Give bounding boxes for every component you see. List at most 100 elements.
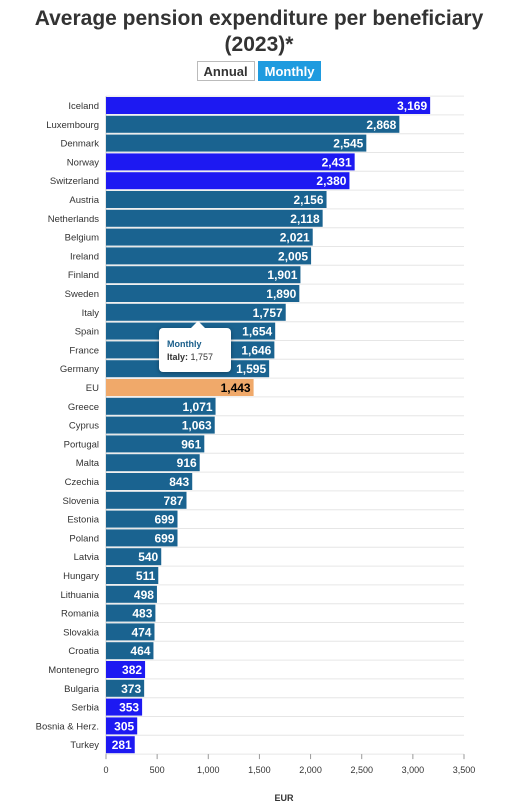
value-label: 916: [177, 456, 197, 470]
bar: [106, 585, 157, 603]
value-label: 353: [119, 701, 139, 715]
bar: [106, 115, 400, 133]
category-label: Lithuania: [60, 590, 99, 601]
category-label: Finland: [68, 270, 99, 281]
value-label: 2,156: [293, 193, 323, 207]
category-label: Malta: [76, 458, 100, 469]
value-label: 2,118: [290, 212, 320, 226]
category-label: Czechia: [65, 477, 100, 488]
value-label: 1,654: [242, 325, 272, 339]
bar: [106, 567, 159, 584]
category-label: Montenegro: [48, 665, 99, 676]
bar: [106, 435, 205, 453]
category-label: Sweden: [65, 289, 99, 300]
bar: [106, 510, 178, 528]
tooltip: Monthly Italy: 1,757: [159, 321, 231, 372]
bar: [106, 623, 155, 641]
value-label: 2,431: [322, 155, 352, 169]
value-label: 2,545: [333, 137, 363, 151]
tooltip-body: Italy: 1,757: [167, 352, 223, 362]
value-label: 843: [169, 475, 189, 489]
value-label: 305: [114, 719, 134, 733]
category-label: Turkey: [70, 740, 99, 751]
bar: [106, 717, 138, 735]
value-label: 1,890: [266, 287, 296, 301]
value-label: 464: [130, 644, 150, 658]
bar: [106, 209, 323, 227]
x-tick-label: 1,000: [197, 765, 220, 775]
value-label: 961: [181, 437, 201, 451]
bar: [106, 604, 156, 622]
value-label: 3,169: [397, 99, 427, 113]
category-label: Portugal: [64, 439, 99, 450]
bar: [106, 397, 216, 415]
value-label: 1,071: [183, 400, 213, 414]
value-label: 1,443: [221, 381, 251, 395]
category-label: Iceland: [68, 101, 99, 112]
category-label: Spain: [75, 327, 99, 338]
bar: [106, 679, 145, 697]
category-label: Belgium: [65, 233, 99, 244]
bar: [106, 379, 254, 396]
x-tick-label: 1,500: [248, 765, 271, 775]
bar: [106, 228, 313, 246]
category-label: Slovenia: [63, 496, 100, 507]
category-label: Luxembourg: [46, 120, 99, 131]
bar: [106, 473, 193, 490]
bar: [106, 303, 286, 321]
bar: [106, 97, 431, 114]
value-label: 474: [131, 625, 151, 639]
value-label: 2,021: [280, 231, 310, 245]
annual-button[interactable]: Annual: [196, 61, 255, 81]
bar: [106, 529, 178, 547]
bar: [106, 454, 200, 472]
category-label: Estonia: [67, 515, 99, 526]
period-toggle: Annual Monthly: [0, 61, 518, 81]
x-tick-label: 3,000: [402, 765, 425, 775]
x-tick-label: 0: [103, 765, 108, 775]
value-label: 498: [134, 588, 154, 602]
category-label: Bosnia & Herz.: [36, 721, 99, 732]
bar: [106, 548, 162, 566]
bar: [106, 736, 135, 754]
x-tick-label: 3,500: [453, 765, 476, 775]
category-label: Latvia: [74, 552, 100, 563]
category-label: Bulgaria: [64, 684, 100, 695]
value-label: 699: [154, 513, 174, 527]
category-label: Netherlands: [48, 214, 99, 225]
value-label: 699: [154, 531, 174, 545]
value-label: 483: [132, 607, 152, 621]
value-label: 540: [138, 550, 158, 564]
bar: [106, 266, 301, 284]
category-label: Italy: [82, 308, 100, 319]
bar: [106, 698, 143, 716]
bar: [106, 416, 215, 434]
category-label: Austria: [69, 195, 99, 206]
category-label: France: [69, 345, 99, 356]
value-label: 373: [121, 682, 141, 696]
monthly-button[interactable]: Monthly: [257, 61, 322, 81]
category-label: EU: [86, 383, 99, 394]
value-label: 1,757: [253, 306, 283, 320]
value-label: 1,063: [182, 419, 212, 433]
category-label: Serbia: [72, 703, 100, 714]
value-label: 2,380: [316, 174, 346, 188]
category-label: Poland: [69, 533, 99, 544]
bar: [106, 134, 367, 152]
value-label: 2,005: [278, 249, 308, 263]
category-label: Germany: [60, 364, 99, 375]
value-label: 382: [122, 663, 142, 677]
bar: [106, 661, 146, 678]
category-label: Cyprus: [69, 421, 99, 432]
tooltip-value: 1,757: [190, 352, 214, 362]
category-label: Greece: [68, 402, 99, 413]
value-label: 281: [112, 738, 132, 752]
category-label: Norway: [67, 157, 99, 168]
bar: [106, 642, 154, 660]
value-label: 2,868: [366, 118, 396, 132]
chart-title: Average pension expenditure per benefici…: [0, 6, 518, 58]
x-tick-label: 500: [150, 765, 165, 775]
x-tick-label: 2,500: [350, 765, 373, 775]
value-label: 787: [163, 494, 183, 508]
